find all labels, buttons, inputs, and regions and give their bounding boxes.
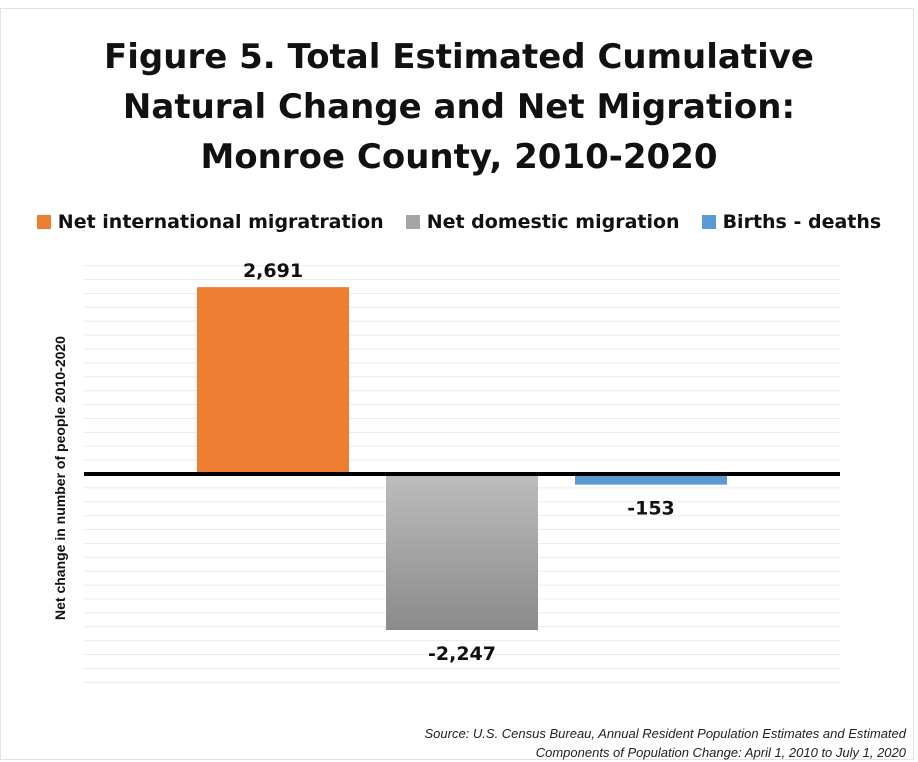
- legend-label-international: Net international migratration: [57, 211, 384, 233]
- data-labels: 2,691 -2,247 -153: [243, 260, 675, 665]
- legend-swatch-international: [36, 215, 51, 229]
- legend-item-domestic: Net domestic migration: [405, 211, 680, 233]
- legend-label-births-deaths: Births - deaths: [722, 211, 882, 233]
- legend-item-international: Net international migratration: [36, 211, 384, 233]
- chart-title-line-3: Monroe County, 2010-2020: [200, 137, 718, 177]
- source-note: Source: U.S. Census Bureau, Annual Resid…: [424, 724, 906, 762]
- data-label-net-international-migration: 2,691: [243, 260, 303, 282]
- source-line-2: Components of Population Change: April 1…: [535, 745, 906, 760]
- legend-item-births-deaths: Births - deaths: [701, 211, 882, 233]
- chart-legend: Net international migratration Net domes…: [0, 208, 918, 236]
- legend-swatch-domestic: [405, 215, 420, 229]
- data-label-net-domestic-migration: -2,247: [428, 643, 496, 665]
- bars: [197, 287, 727, 631]
- chart-title-line-1: Figure 5. Total Estimated Cumulative: [104, 37, 814, 77]
- chart-title-line-2: Natural Change and Net Migration:: [122, 87, 796, 127]
- legend-swatch-births-deaths: [701, 215, 716, 229]
- legend-label-domestic: Net domestic migration: [426, 211, 680, 233]
- data-label-births-minus-deaths: -153: [627, 498, 675, 520]
- source-line-1: Source: U.S. Census Bureau, Annual Resid…: [424, 726, 906, 741]
- chart-title: Figure 5. Total Estimated Cumulative Nat…: [0, 32, 918, 182]
- bar-births-minus-deaths: [575, 474, 727, 485]
- bar-net-domestic-migration: [386, 474, 538, 631]
- chart-frame: [0, 8, 914, 760]
- bar-net-international-migration: [197, 287, 349, 474]
